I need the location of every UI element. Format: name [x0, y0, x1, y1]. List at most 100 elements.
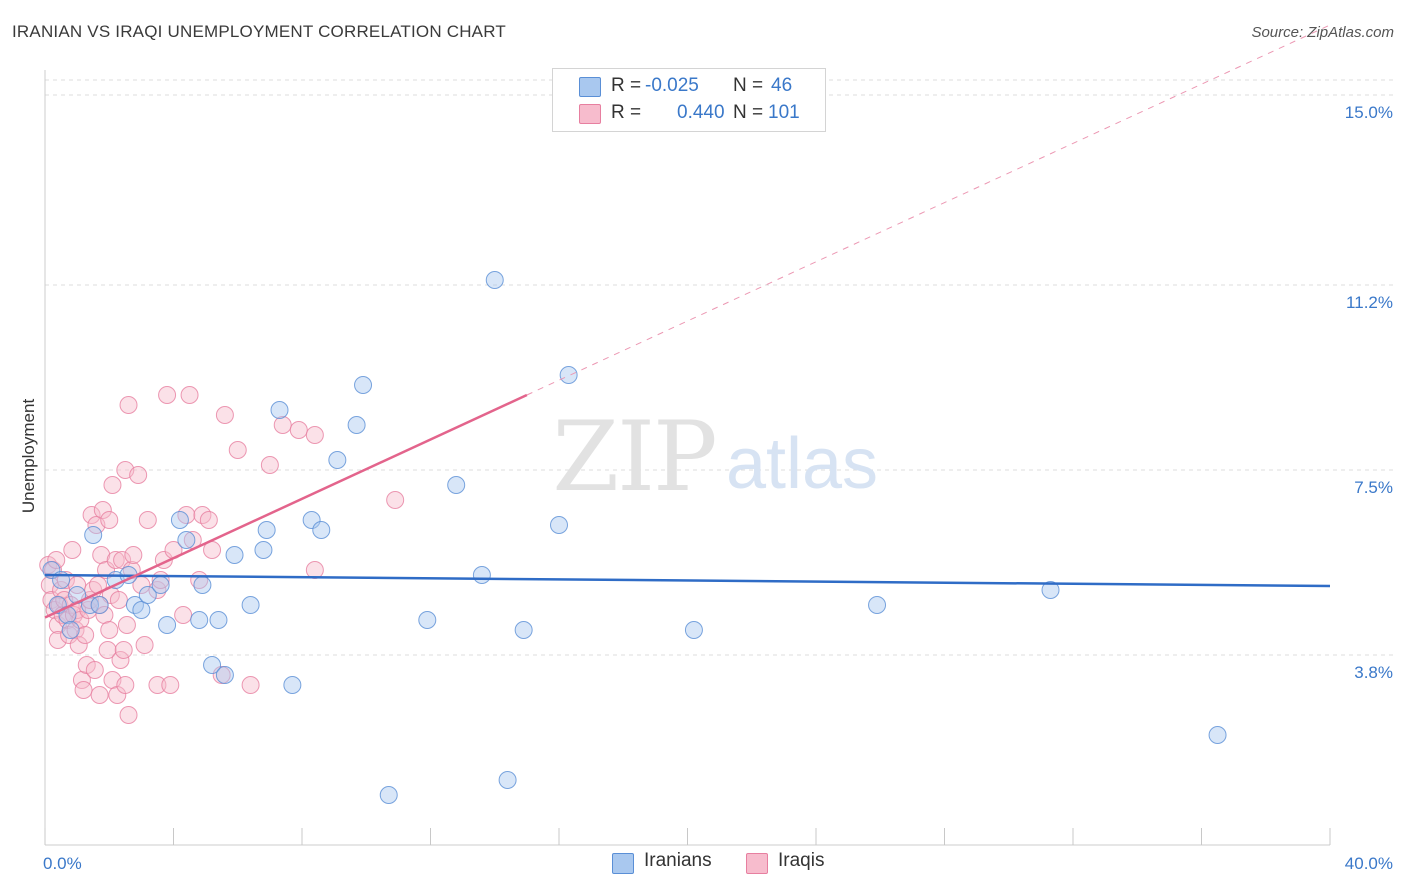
iraqis-point — [63, 541, 82, 559]
iraqis-label: Iraqis — [778, 850, 825, 871]
iraqis-point — [100, 621, 119, 639]
iranians-point — [158, 616, 177, 634]
iraqis-point — [124, 546, 143, 564]
x-tick-label: 0.0% — [43, 854, 82, 873]
iranians-point — [203, 656, 222, 674]
iraqis-point — [40, 576, 59, 594]
gridlines — [45, 79, 1393, 656]
iranians-point — [684, 621, 703, 639]
iraqis-point — [93, 501, 112, 519]
iraqis-trend-line — [44, 393, 528, 619]
iraqis-point — [90, 686, 109, 704]
iranians-point — [190, 611, 209, 629]
iraqis-point — [111, 651, 130, 669]
watermark-atlas: atlas — [726, 424, 878, 504]
iranians-point — [379, 786, 398, 804]
iranians-point — [254, 541, 273, 559]
iraqis-point — [148, 581, 167, 599]
source-credit: Source: ZipAtlas.com — [1251, 24, 1394, 41]
iraqis-point — [161, 676, 180, 694]
iraqis-point — [48, 631, 67, 649]
iraqis-point — [129, 466, 148, 484]
iraqis-point — [100, 511, 119, 529]
legend-n-value: 101 — [768, 102, 800, 123]
iraqis-point — [98, 641, 117, 659]
axes — [44, 70, 1331, 846]
iraqis-point — [148, 676, 167, 694]
iranians-point — [868, 596, 887, 614]
legend-n-label: N = — [733, 102, 764, 123]
iranians-point — [312, 521, 331, 539]
y-tick-label: 3.8% — [1354, 663, 1393, 682]
trend-lines — [44, 24, 1331, 619]
iraqis-point — [113, 551, 132, 569]
chart-title: IRANIAN VS IRAQI UNEMPLOYMENT CORRELATIO… — [12, 22, 506, 41]
y-axis-label: Unemployment — [19, 399, 38, 514]
iranians-point — [132, 601, 151, 619]
iranians-point — [498, 771, 517, 789]
legend-r-label: R = — [611, 102, 642, 123]
iraqis-point — [241, 676, 260, 694]
iranians-trend-line — [44, 573, 1331, 588]
iraqis-point — [103, 476, 122, 494]
iranians-point — [270, 401, 289, 419]
iranians-point — [418, 611, 437, 629]
iraqis-point — [114, 641, 133, 659]
iraqis-point — [116, 676, 135, 694]
y-tick-label: 15.0% — [1345, 103, 1393, 122]
iraqis-point — [386, 491, 405, 509]
iraqis-trend-extension — [526, 24, 1331, 396]
iraqis-point — [289, 421, 308, 439]
iraqis-point — [69, 636, 88, 654]
iraqis-point — [85, 661, 104, 679]
legend-r-value: -0.025 — [645, 75, 699, 96]
iraqis-point — [119, 706, 138, 724]
iranians-point — [241, 596, 260, 614]
iraqis-point — [76, 626, 95, 644]
iranians-point — [559, 366, 578, 384]
iranians-point — [138, 586, 157, 604]
iranians-label: Iranians — [644, 850, 712, 871]
iraqis-point — [106, 551, 125, 569]
iraqis-point — [109, 591, 128, 609]
iraqis-point — [52, 581, 71, 599]
iranians-point — [209, 611, 228, 629]
legend-r-value: 0.440 — [677, 102, 725, 123]
iraqis-point — [135, 636, 154, 654]
iranians-point — [550, 516, 568, 534]
legend-r-label: R = — [611, 75, 642, 96]
iraqis-point — [305, 561, 324, 579]
iranians-point — [225, 546, 244, 564]
iranians-point — [328, 451, 347, 469]
watermark-zip: ZIP — [552, 401, 715, 513]
legend-n-value: 46 — [771, 75, 793, 96]
iranians-point — [514, 621, 533, 639]
iranians-point — [485, 271, 504, 289]
iraqis-point — [82, 506, 101, 524]
iranians-point — [193, 576, 212, 594]
iranians-point — [84, 526, 103, 544]
iraqis-point — [119, 396, 138, 414]
iraqis-point — [174, 606, 193, 624]
iranians-point — [90, 596, 109, 614]
legend-swatch-iraqis — [579, 104, 601, 124]
iranians-point — [302, 511, 321, 529]
iraqis-point — [273, 416, 292, 434]
tick-labels: 3.8% 7.5% 11.2% 15.0% 0.0% 40.0% — [43, 103, 1393, 873]
iranians-point — [1041, 581, 1060, 599]
iraqis-point — [215, 406, 234, 424]
iranians-point — [447, 476, 466, 494]
iraqis-point — [199, 511, 218, 529]
iraqis-point — [260, 456, 279, 474]
iranians-point — [61, 621, 80, 639]
iraqis-point — [117, 616, 136, 634]
legend-n-label: N = — [733, 75, 764, 96]
iranians-point — [354, 376, 373, 394]
iraqis-point — [180, 386, 199, 404]
iranians-point — [283, 676, 302, 694]
iranians-point — [257, 521, 276, 539]
iraqis-point — [158, 386, 177, 404]
watermark: ZIP atlas — [552, 401, 878, 513]
correlation-legend: R = -0.025 N = 46 R = 0.440 N = 101 — [552, 68, 826, 132]
